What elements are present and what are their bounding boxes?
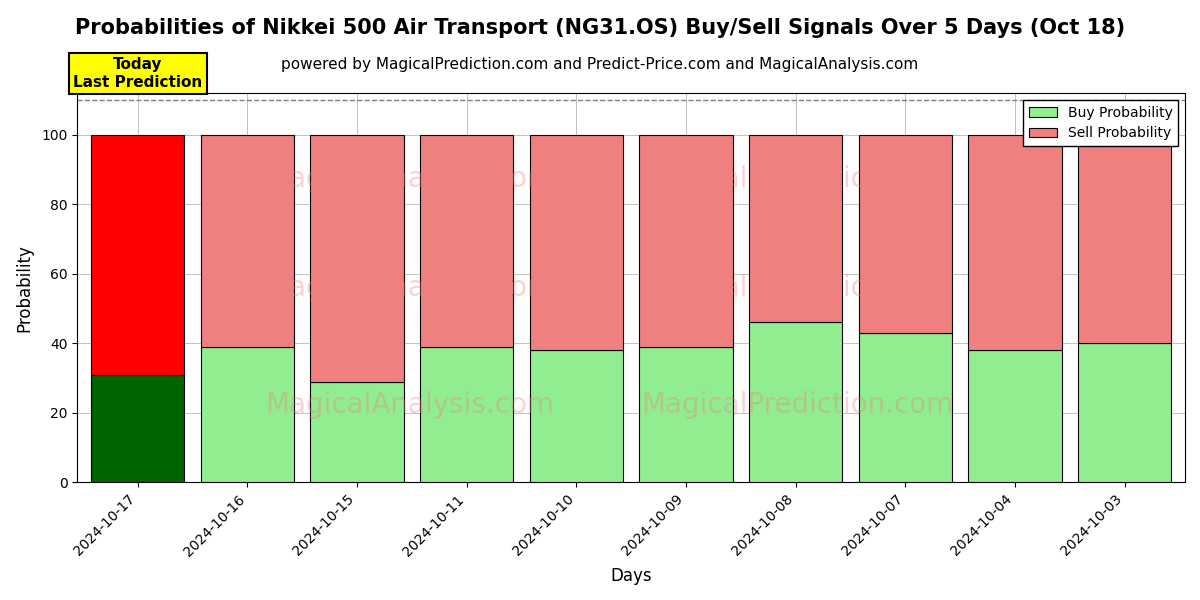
- Bar: [968, 135, 1062, 350]
- Bar: [311, 382, 403, 482]
- Text: Today
Last Prediction: Today Last Prediction: [73, 57, 203, 89]
- Text: powered by MagicalPrediction.com and Predict-Price.com and MagicalAnalysis.com: powered by MagicalPrediction.com and Pre…: [281, 57, 919, 72]
- Bar: [968, 350, 1062, 482]
- Text: Probabilities of Nikkei 500 Air Transport (NG31.OS) Buy/Sell Signals Over 5 Days: Probabilities of Nikkei 500 Air Transpor…: [74, 18, 1126, 38]
- Text: MagicalPrediction.com: MagicalPrediction.com: [641, 164, 954, 193]
- Text: MagicalAnalysis.com: MagicalAnalysis.com: [265, 164, 554, 193]
- Bar: [640, 347, 733, 482]
- Bar: [91, 374, 185, 482]
- Bar: [200, 135, 294, 347]
- Text: MagicalAnalysis.com: MagicalAnalysis.com: [265, 274, 554, 302]
- Text: MagicalPrediction.com: MagicalPrediction.com: [641, 391, 954, 419]
- Text: MagicalPrediction.com: MagicalPrediction.com: [641, 274, 954, 302]
- Legend: Buy Probability, Sell Probability: Buy Probability, Sell Probability: [1024, 100, 1178, 146]
- Bar: [640, 135, 733, 347]
- Bar: [200, 347, 294, 482]
- Bar: [529, 350, 623, 482]
- Bar: [859, 135, 952, 333]
- Bar: [91, 135, 185, 374]
- Bar: [749, 135, 842, 322]
- Bar: [420, 347, 514, 482]
- Bar: [749, 322, 842, 482]
- Text: MagicalAnalysis.com: MagicalAnalysis.com: [265, 391, 554, 419]
- Bar: [859, 333, 952, 482]
- Bar: [420, 135, 514, 347]
- Bar: [1078, 135, 1171, 343]
- Y-axis label: Probability: Probability: [14, 244, 32, 332]
- X-axis label: Days: Days: [611, 567, 652, 585]
- Bar: [1078, 343, 1171, 482]
- Bar: [529, 135, 623, 350]
- Bar: [311, 135, 403, 382]
